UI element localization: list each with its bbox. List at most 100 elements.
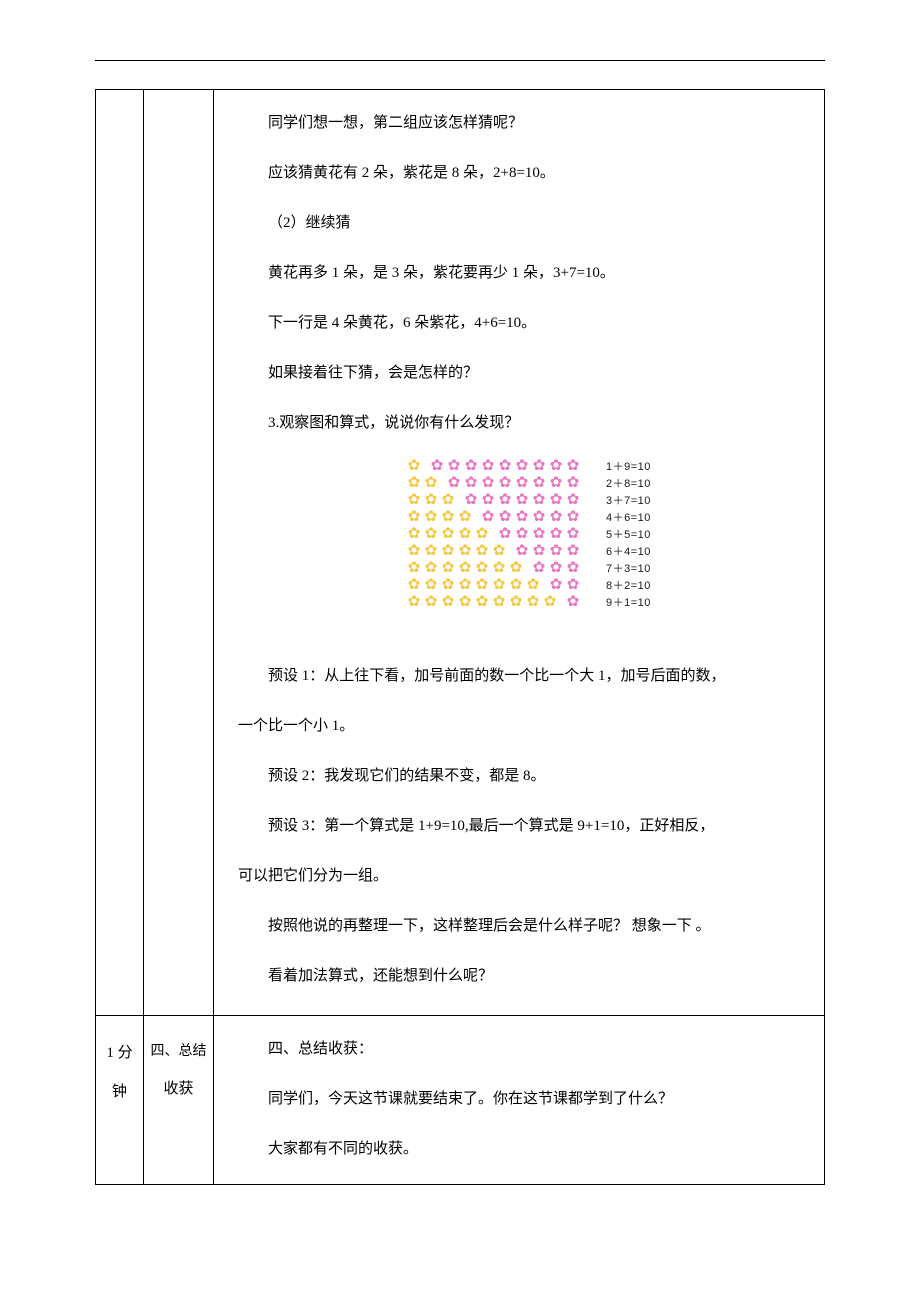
flower-pink-icon: ✿ xyxy=(514,510,530,526)
flower-icons-group: ✿✿✿✿✿✿✿✿✿✿ xyxy=(406,459,596,475)
flower-yellow-icon: ✿ xyxy=(423,561,439,577)
flower-yellow-icon: ✿ xyxy=(474,578,490,594)
flower-yellow-icon: ✿ xyxy=(491,544,507,560)
table-row: 1 分 钟 四、总结 收获 四、总结收获： 同学们，今天这节课就要结束了。你在这… xyxy=(96,1016,825,1185)
flower-pink-icon: ✿ xyxy=(480,476,496,492)
flower-yellow-icon: ✿ xyxy=(474,595,490,611)
flower-pink-icon: ✿ xyxy=(565,493,581,509)
content-cell: 同学们想一想，第二组应该怎样猜呢？ 应该猜黄花有 2 朵，紫花是 8 朵，2+8… xyxy=(214,90,825,1016)
flower-yellow-icon: ✿ xyxy=(474,527,490,543)
flower-pink-icon: ✿ xyxy=(531,476,547,492)
flower-yellow-icon: ✿ xyxy=(406,595,422,611)
body-text: 可以把它们分为一组。 xyxy=(238,861,804,891)
flower-yellow-icon: ✿ xyxy=(508,578,524,594)
flower-pink-icon: ✿ xyxy=(497,527,513,543)
body-text: 大家都有不同的收获。 xyxy=(238,1134,804,1164)
flower-pink-icon: ✿ xyxy=(463,459,479,475)
flower-pink-icon: ✿ xyxy=(548,544,564,560)
body-text: 如果接着往下猜，会是怎样的？ xyxy=(238,358,804,388)
flower-icons-group: ✿✿✿✿✿✿✿✿✿✿ xyxy=(406,527,596,543)
flower-pink-icon: ✿ xyxy=(463,476,479,492)
time-cell xyxy=(96,90,144,1016)
flower-yellow-icon: ✿ xyxy=(457,544,473,560)
flower-pink-icon: ✿ xyxy=(480,510,496,526)
flower-yellow-icon: ✿ xyxy=(423,595,439,611)
flower-pink-icon: ✿ xyxy=(565,595,581,611)
body-text: 黄花再多 1 朵，是 3 朵，紫花要再少 1 朵，3+7=10。 xyxy=(238,258,804,288)
body-text: 应该猜黄花有 2 朵，紫花是 8 朵，2+8=10。 xyxy=(238,158,804,188)
flower-pink-icon: ✿ xyxy=(514,544,530,560)
flower-yellow-icon: ✿ xyxy=(457,561,473,577)
flower-yellow-icon: ✿ xyxy=(406,578,422,594)
flower-yellow-icon: ✿ xyxy=(423,527,439,543)
flower-yellow-icon: ✿ xyxy=(508,561,524,577)
flower-yellow-icon: ✿ xyxy=(457,595,473,611)
flower-yellow-icon: ✿ xyxy=(525,595,541,611)
flower-yellow-icon: ✿ xyxy=(440,527,456,543)
flower-yellow-icon: ✿ xyxy=(457,527,473,543)
flower-pink-icon: ✿ xyxy=(514,493,530,509)
section-text: 收获 xyxy=(146,1070,211,1109)
flower-yellow-icon: ✿ xyxy=(525,578,541,594)
flower-pink-icon: ✿ xyxy=(548,459,564,475)
flower-pink-icon: ✿ xyxy=(514,459,530,475)
flower-yellow-icon: ✿ xyxy=(423,510,439,526)
flower-yellow-icon: ✿ xyxy=(406,493,422,509)
flower-pink-icon: ✿ xyxy=(446,476,462,492)
body-text: 预设 1：从上往下看，加号前面的数一个比一个大 1，加号后面的数， xyxy=(238,661,804,691)
flower-yellow-icon: ✿ xyxy=(423,476,439,492)
flower-pink-icon: ✿ xyxy=(565,561,581,577)
flower-pink-icon: ✿ xyxy=(463,493,479,509)
flower-yellow-icon: ✿ xyxy=(491,578,507,594)
flower-equation-chart: ✿✿✿✿✿✿✿✿✿✿1＋9=10✿✿✿✿✿✿✿✿✿✿2＋8=10✿✿✿✿✿✿✿✿… xyxy=(366,458,676,611)
flower-pink-icon: ✿ xyxy=(565,578,581,594)
table-row: 同学们想一想，第二组应该怎样猜呢？ 应该猜黄花有 2 朵，紫花是 8 朵，2+8… xyxy=(96,90,825,1016)
flower-pink-icon: ✿ xyxy=(497,459,513,475)
flower-yellow-icon: ✿ xyxy=(423,578,439,594)
flower-yellow-icon: ✿ xyxy=(440,493,456,509)
section-text: 四、总结 xyxy=(146,1034,211,1070)
flower-pink-icon: ✿ xyxy=(514,527,530,543)
flower-pink-icon: ✿ xyxy=(531,510,547,526)
flower-equation-text: 9＋1=10 xyxy=(606,592,651,614)
time-text: 1 分 xyxy=(104,1034,135,1073)
flower-pink-icon: ✿ xyxy=(497,476,513,492)
flower-yellow-icon: ✿ xyxy=(491,561,507,577)
content-cell: 四、总结收获： 同学们，今天这节课就要结束了。你在这节课都学到了什么？ 大家都有… xyxy=(214,1016,825,1185)
body-text: 下一行是 4 朵黄花，6 朵紫花，4+6=10。 xyxy=(238,308,804,338)
flower-yellow-icon: ✿ xyxy=(474,561,490,577)
flower-pink-icon: ✿ xyxy=(565,510,581,526)
flower-yellow-icon: ✿ xyxy=(440,578,456,594)
flower-yellow-icon: ✿ xyxy=(440,595,456,611)
flower-icons-group: ✿✿✿✿✿✿✿✿✿✿ xyxy=(406,510,596,526)
flower-pink-icon: ✿ xyxy=(565,544,581,560)
flower-pink-icon: ✿ xyxy=(497,493,513,509)
flower-yellow-icon: ✿ xyxy=(474,544,490,560)
flower-yellow-icon: ✿ xyxy=(423,544,439,560)
flower-yellow-icon: ✿ xyxy=(406,459,422,475)
flower-pink-icon: ✿ xyxy=(531,561,547,577)
flower-pink-icon: ✿ xyxy=(531,493,547,509)
flower-yellow-icon: ✿ xyxy=(423,493,439,509)
body-text: 四、总结收获： xyxy=(238,1034,804,1064)
flower-icons-group: ✿✿✿✿✿✿✿✿✿✿ xyxy=(406,578,596,594)
flower-icons-group: ✿✿✿✿✿✿✿✿✿✿ xyxy=(406,493,596,509)
flower-yellow-icon: ✿ xyxy=(457,578,473,594)
flower-pink-icon: ✿ xyxy=(565,527,581,543)
flower-row: ✿✿✿✿✿✿✿✿✿✿9＋1=10 xyxy=(406,594,676,611)
body-text: 同学们，今天这节课就要结束了。你在这节课都学到了什么？ xyxy=(238,1084,804,1114)
flower-pink-icon: ✿ xyxy=(548,527,564,543)
flower-pink-icon: ✿ xyxy=(429,459,445,475)
time-cell: 1 分 钟 xyxy=(96,1016,144,1185)
body-text: 3.观察图和算式，说说你有什么发现？ xyxy=(238,408,804,438)
flower-pink-icon: ✿ xyxy=(446,459,462,475)
flower-pink-icon: ✿ xyxy=(497,510,513,526)
section-cell xyxy=(144,90,214,1016)
flower-pink-icon: ✿ xyxy=(548,493,564,509)
flower-icons-group: ✿✿✿✿✿✿✿✿✿✿ xyxy=(406,544,596,560)
lesson-plan-table: 同学们想一想，第二组应该怎样猜呢？ 应该猜黄花有 2 朵，紫花是 8 朵，2+8… xyxy=(95,89,825,1185)
flower-pink-icon: ✿ xyxy=(514,476,530,492)
flower-pink-icon: ✿ xyxy=(548,561,564,577)
flower-pink-icon: ✿ xyxy=(548,578,564,594)
flower-pink-icon: ✿ xyxy=(480,493,496,509)
